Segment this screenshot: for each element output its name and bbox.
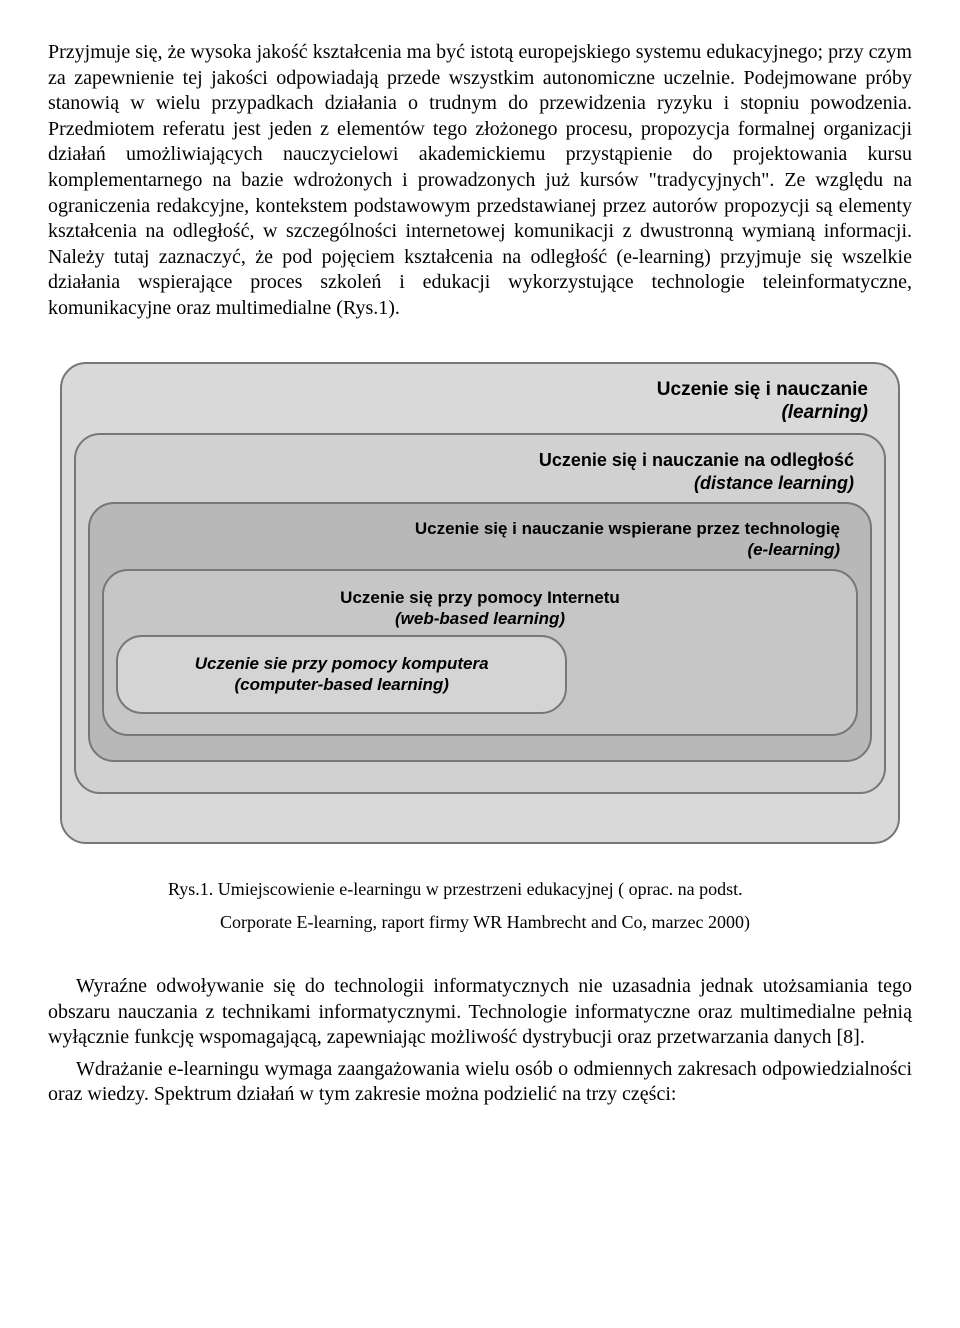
- box-distance: Uczenie się i nauczanie na odległość (di…: [74, 433, 886, 794]
- box-web-title: Uczenie się przy pomocy Internetu (web-b…: [116, 581, 844, 636]
- box-web-en: (web-based learning): [395, 609, 565, 628]
- box-learning-pl: Uczenie się i nauczanie: [657, 379, 868, 400]
- body-paragraph-1: Wyraźne odwoływanie się do technologii i…: [48, 974, 912, 1051]
- body-paragraph-2: Wdrażanie e-learningu wymaga zaangażowan…: [48, 1057, 912, 1108]
- box-computer-title: Uczenie sie przy pomocy komputera (compu…: [124, 647, 559, 702]
- box-learning: Uczenie się i nauczanie (learning) Uczen…: [60, 362, 900, 844]
- box-computer-pl: Uczenie sie przy pomocy komputera: [195, 654, 489, 673]
- box-learning-title: Uczenie się i nauczanie (learning): [74, 374, 886, 434]
- box-distance-pl: Uczenie się i nauczanie na odległość: [539, 450, 854, 470]
- box-elearning-title: Uczenie się i nauczanie wspierane przez …: [102, 514, 858, 569]
- figure-caption-line1: Rys.1. Umiejscowienie e-learningu w prze…: [168, 878, 912, 901]
- box-elearning-en: (e-learning): [747, 540, 840, 559]
- box-distance-title: Uczenie się i nauczanie na odległość (di…: [88, 445, 872, 502]
- box-web: Uczenie się przy pomocy Internetu (web-b…: [102, 569, 858, 736]
- box-learning-en: (learning): [781, 402, 868, 423]
- box-computer-en: (computer-based learning): [234, 675, 448, 694]
- figure-caption-line2: Corporate E-learning, raport firmy WR Ha…: [220, 911, 912, 934]
- intro-paragraph: Przyjmuje się, że wysoka jakość kształce…: [48, 40, 912, 322]
- box-computer: Uczenie sie przy pomocy komputera (compu…: [116, 635, 567, 714]
- box-elearning: Uczenie się i nauczanie wspierane przez …: [88, 502, 872, 762]
- nested-diagram: Uczenie się i nauczanie (learning) Uczen…: [60, 362, 900, 844]
- box-elearning-pl: Uczenie się i nauczanie wspierane przez …: [415, 519, 840, 538]
- box-distance-en: (distance learning): [694, 473, 854, 493]
- box-web-pl: Uczenie się przy pomocy Internetu: [340, 588, 620, 607]
